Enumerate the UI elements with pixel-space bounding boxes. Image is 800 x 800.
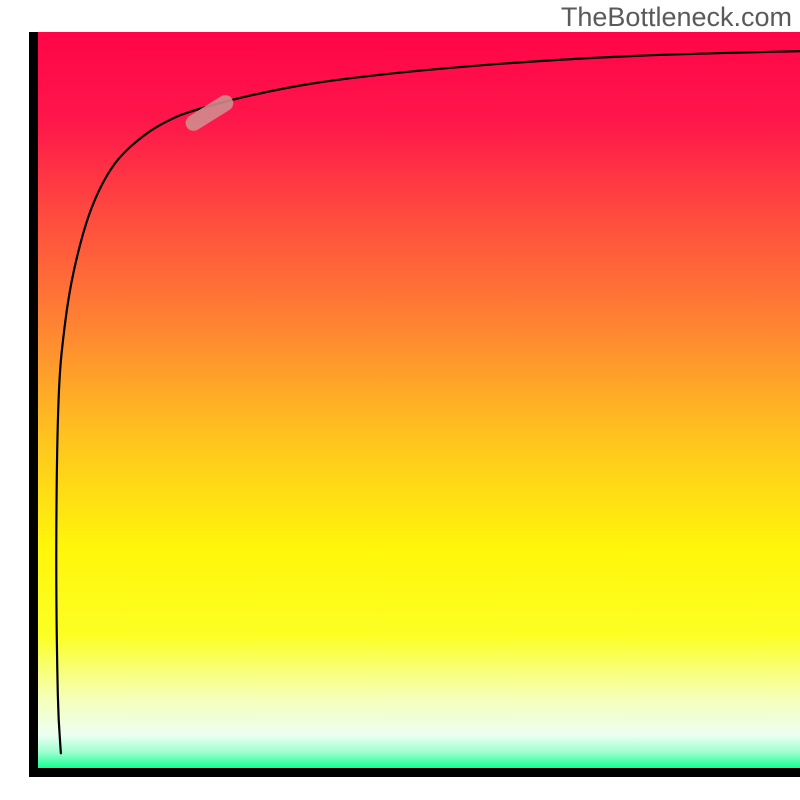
plot-background (38, 32, 800, 768)
bottleneck-chart-frame: TheBottleneck.com (0, 0, 800, 800)
bottleneck-chart (0, 0, 800, 800)
attribution-text: TheBottleneck.com (561, 2, 792, 33)
y-axis-bar (29, 32, 38, 777)
x-axis-bar (29, 768, 800, 777)
